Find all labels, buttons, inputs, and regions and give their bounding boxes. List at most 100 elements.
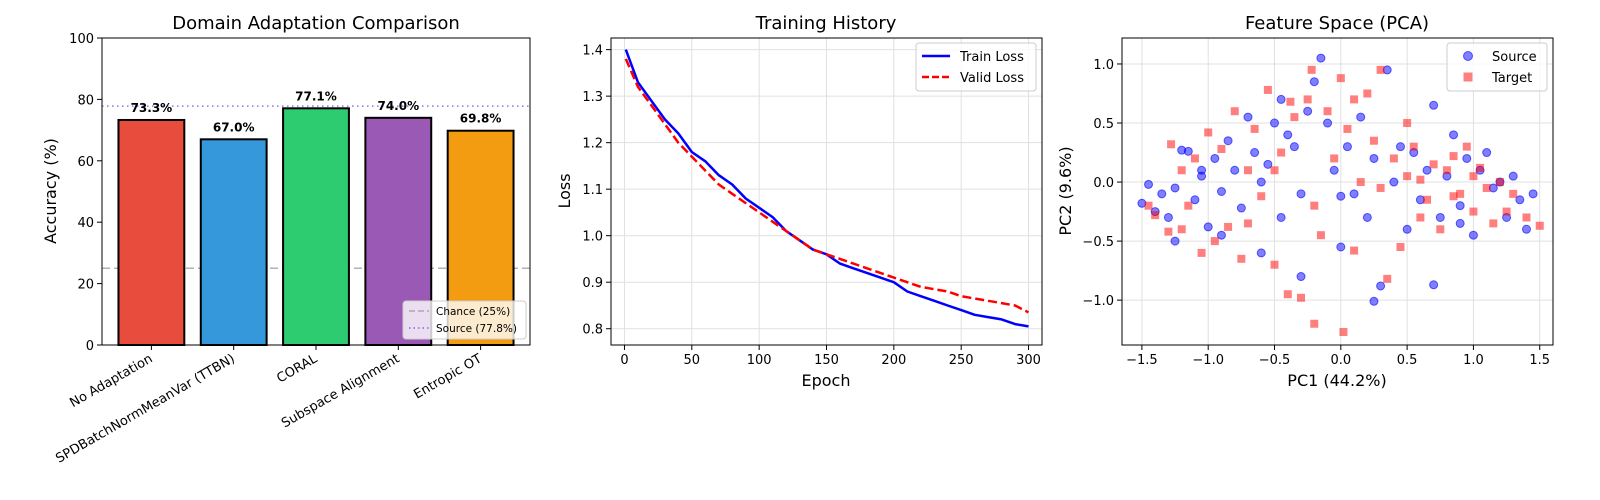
- target-point: [1522, 213, 1531, 222]
- y-tick-label: 80: [77, 93, 94, 108]
- source-point: [1223, 136, 1233, 146]
- source-point: [1402, 224, 1412, 234]
- source-point: [1435, 212, 1445, 222]
- y-tick-label: 1.0: [582, 230, 603, 245]
- bar-legend-box: [402, 300, 527, 340]
- target-point: [1250, 124, 1259, 133]
- source-point: [1369, 153, 1379, 163]
- source-point: [1270, 118, 1280, 128]
- valid-loss-legend-label: Valid Loss: [960, 71, 1024, 86]
- y-tick-label: 0.9: [582, 276, 603, 291]
- bar-value-label: 77.1%: [295, 89, 337, 103]
- source-point: [1303, 106, 1313, 116]
- target-point: [1224, 222, 1233, 231]
- train-loss-legend-label: Train Loss: [959, 50, 1024, 65]
- source-point: [1336, 242, 1346, 252]
- x-tick-label: −1.5: [1126, 353, 1158, 368]
- x-tick-label: 250: [949, 353, 974, 368]
- source-point: [1163, 212, 1173, 222]
- target-point: [1283, 290, 1292, 299]
- source-point: [1256, 177, 1266, 187]
- y-tick-label: 1.1: [582, 183, 603, 198]
- target-point: [1277, 148, 1286, 157]
- target-point: [1462, 142, 1471, 151]
- scatter-chart-title: Feature Space (PCA): [1245, 13, 1429, 34]
- scatter-chart-x-axis-label: PC1 (44.2%): [1287, 371, 1386, 390]
- target-point: [1263, 85, 1272, 94]
- line-chart-frame: [610, 37, 1043, 346]
- source-point: [1482, 148, 1492, 158]
- target-point: [1323, 107, 1332, 116]
- target-point: [1350, 95, 1359, 104]
- target-point: [1257, 192, 1266, 201]
- y-tick-label: 40: [77, 216, 94, 231]
- target-point: [1330, 154, 1339, 163]
- source-point: [1197, 171, 1207, 181]
- x-tick-label: 1.5: [1529, 353, 1550, 368]
- target-point: [1423, 195, 1432, 204]
- target-point: [1403, 119, 1412, 128]
- target-point: [1286, 97, 1295, 106]
- y-tick-label: 1.3: [582, 90, 603, 105]
- bar-chart-title: Domain Adaptation Comparison: [172, 13, 460, 34]
- target-point: [1489, 219, 1498, 228]
- source-point: [1521, 224, 1531, 234]
- y-tick-label: 1.0: [1093, 58, 1114, 73]
- x-tick-label: 0: [620, 353, 628, 368]
- target-point: [1210, 237, 1219, 246]
- bar: [117, 118, 186, 347]
- target-point: [1442, 166, 1451, 175]
- target-point: [1363, 89, 1372, 98]
- source-point: [1144, 179, 1154, 189]
- source-point: [1157, 189, 1167, 199]
- target-point: [1495, 178, 1504, 187]
- source-point: [1376, 281, 1386, 291]
- target-point: [1316, 231, 1325, 240]
- target-point: [1270, 260, 1279, 269]
- target-legend-marker: [1463, 72, 1473, 82]
- source-point: [1216, 187, 1226, 196]
- target-point: [1243, 219, 1252, 228]
- source-point: [1429, 280, 1439, 290]
- source-point: [1455, 218, 1465, 228]
- source-point: [1230, 165, 1240, 175]
- target-point: [1177, 225, 1186, 234]
- source-point: [1449, 130, 1459, 140]
- x-tick-label: CORAL: [274, 351, 320, 386]
- target-point: [1230, 107, 1239, 116]
- target-point: [1482, 183, 1491, 192]
- source-point: [1462, 153, 1472, 163]
- source-point: [1216, 230, 1226, 240]
- target-point: [1297, 293, 1306, 302]
- source-point: [1263, 159, 1273, 169]
- bar-value-label: 73.3%: [131, 101, 173, 115]
- y-tick-label: 0: [86, 339, 94, 354]
- y-tick-label: 1.4: [582, 44, 603, 59]
- line-chart-y-axis-label: Loss: [555, 173, 574, 208]
- y-tick-label: 0.8: [582, 323, 603, 338]
- target-point: [1237, 254, 1246, 263]
- target-point: [1416, 175, 1425, 184]
- source-point: [1170, 236, 1180, 246]
- y-tick-label: 20: [77, 278, 94, 293]
- bar: [282, 107, 350, 347]
- line-chart-plot-area: 0 50 100 150 200 250 300 0.8 0.9 1.0 1.1 1.2 1.3 1.4: [582, 38, 1042, 368]
- target-point: [1449, 192, 1458, 201]
- target-point: [1383, 274, 1392, 283]
- scatter-chart-frame: [1121, 37, 1554, 346]
- x-tick-label: 1.0: [1463, 353, 1484, 368]
- target-point: [1469, 207, 1478, 216]
- source-point: [1369, 296, 1379, 306]
- scatter-chart-panel: Feature Space (PCA) PC1 (44.2%) PC2 (9.6…: [1056, 13, 1554, 390]
- target-point: [1270, 166, 1279, 175]
- target-point: [1456, 189, 1465, 198]
- bar-chart-frame: [101, 37, 531, 346]
- x-tick-label: −1.0: [1192, 353, 1224, 368]
- source-point: [1349, 189, 1359, 199]
- source-point: [1276, 212, 1286, 222]
- source-legend-label: Source: [1492, 50, 1537, 65]
- x-tick-label: −0.5: [1259, 353, 1291, 368]
- bar-value-label: 69.8%: [460, 112, 502, 126]
- valid-loss-line: [624, 58, 1030, 314]
- source-point: [1170, 183, 1180, 193]
